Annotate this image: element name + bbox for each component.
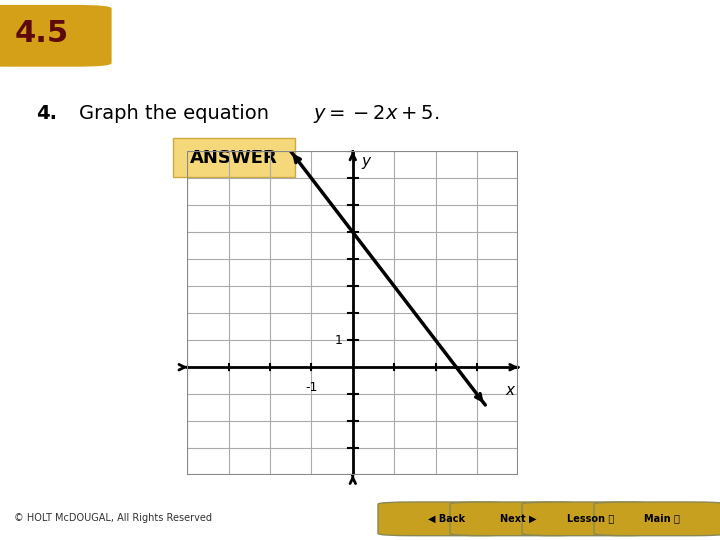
Text: x: x — [505, 383, 514, 399]
FancyBboxPatch shape — [0, 5, 112, 66]
Text: 4.5: 4.5 — [14, 19, 69, 48]
Text: 1: 1 — [335, 334, 343, 347]
Text: Next ▶: Next ▶ — [500, 514, 536, 523]
FancyBboxPatch shape — [450, 502, 583, 536]
Text: y: y — [361, 154, 370, 169]
Text: Graph the equation: Graph the equation — [79, 104, 276, 123]
Text: -1: -1 — [305, 381, 318, 394]
FancyBboxPatch shape — [522, 502, 655, 536]
Text: 4.: 4. — [36, 104, 57, 123]
Text: Main 🏠: Main 🏠 — [644, 514, 680, 523]
FancyBboxPatch shape — [378, 502, 511, 536]
Text: ANSWER: ANSWER — [190, 148, 278, 167]
FancyBboxPatch shape — [594, 502, 720, 536]
Text: Lesson 🏠: Lesson 🏠 — [567, 514, 614, 523]
Text: Guided Practice: Guided Practice — [115, 22, 339, 46]
FancyBboxPatch shape — [173, 138, 295, 177]
Text: © HOLT McDOUGAL, All Rights Reserved: © HOLT McDOUGAL, All Rights Reserved — [14, 514, 212, 523]
Text: $y = -2x + 5.$: $y = -2x + 5.$ — [313, 104, 439, 125]
Text: ◀ Back: ◀ Back — [428, 514, 465, 523]
